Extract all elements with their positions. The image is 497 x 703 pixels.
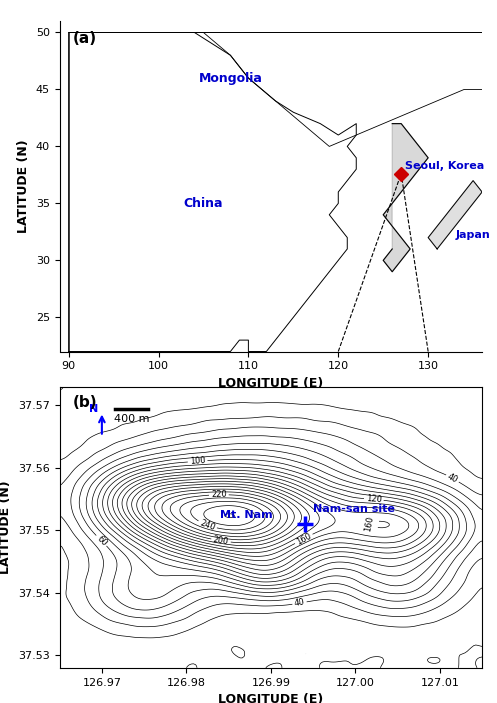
Text: China: China (184, 197, 223, 210)
Y-axis label: LATITUDE (N): LATITUDE (N) (0, 480, 12, 574)
Text: 160: 160 (364, 515, 376, 532)
Text: (a): (a) (73, 31, 96, 46)
Text: 40: 40 (294, 598, 306, 608)
X-axis label: LONGITUDE (E): LONGITUDE (E) (218, 693, 324, 703)
Text: Mongolia: Mongolia (198, 72, 262, 84)
Text: 120: 120 (366, 494, 382, 505)
Text: 40: 40 (446, 472, 459, 485)
Text: 200: 200 (213, 535, 230, 546)
Polygon shape (383, 124, 428, 272)
Text: 220: 220 (211, 490, 227, 499)
Text: 160: 160 (295, 531, 313, 546)
Y-axis label: LATITUDE (N): LATITUDE (N) (17, 139, 30, 233)
X-axis label: LONGITUDE (E): LONGITUDE (E) (218, 377, 324, 389)
Text: Seoul, Korea: Seoul, Korea (406, 160, 485, 171)
Text: 100: 100 (189, 456, 206, 466)
Text: 240: 240 (198, 518, 216, 532)
Text: 60: 60 (94, 534, 108, 548)
Text: Nam-san site: Nam-san site (313, 503, 395, 514)
Text: 400 m: 400 m (114, 413, 149, 423)
Text: Japan: Japan (455, 230, 490, 240)
Text: Mt. Nam: Mt. Nam (220, 510, 273, 520)
Polygon shape (428, 181, 482, 249)
Text: N: N (89, 404, 98, 413)
Text: (b): (b) (73, 395, 97, 410)
